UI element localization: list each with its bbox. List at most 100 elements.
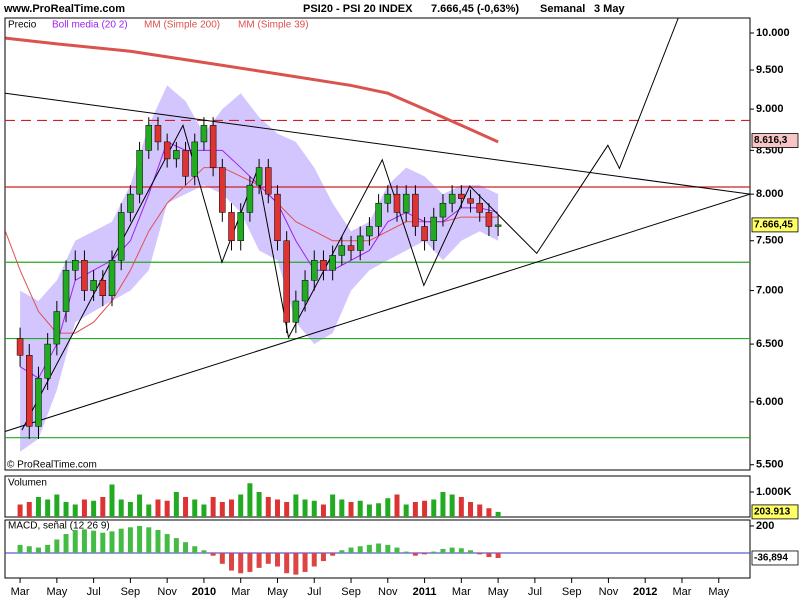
y-tick-label: 9.000 bbox=[756, 103, 784, 115]
macd-bar bbox=[449, 547, 455, 553]
volume-bar bbox=[109, 484, 115, 517]
price-box bbox=[751, 217, 799, 233]
y-tick-label: 6.500 bbox=[756, 338, 784, 350]
candle-body bbox=[255, 167, 263, 186]
macd-bar bbox=[440, 548, 446, 553]
candle-body bbox=[494, 224, 502, 227]
macd-bar bbox=[173, 538, 179, 553]
candle-body bbox=[163, 141, 171, 160]
volume-bar bbox=[238, 494, 244, 517]
candle-body bbox=[209, 125, 217, 168]
macd-bar bbox=[81, 529, 87, 553]
volume-bar bbox=[118, 499, 124, 517]
candle-body bbox=[292, 300, 300, 323]
x-tick-label: Jul bbox=[307, 586, 321, 598]
volume-bar bbox=[440, 492, 446, 517]
x-tick-label: Sep bbox=[341, 586, 361, 598]
macd-bar bbox=[366, 544, 372, 553]
volume-bar bbox=[422, 500, 428, 517]
volume-bar bbox=[201, 504, 207, 517]
candle-body bbox=[182, 150, 189, 177]
macd-bar bbox=[219, 552, 225, 564]
legend-ma39: MM (Simple 39) bbox=[238, 20, 309, 31]
macd-bar bbox=[45, 544, 51, 553]
x-tick-label: Mar bbox=[11, 586, 30, 598]
y-tick-label: 7.000 bbox=[756, 284, 784, 296]
x-tick-label: Jul bbox=[528, 586, 542, 598]
price-box-label: 8.616,3 bbox=[754, 135, 788, 146]
candle-body bbox=[99, 280, 107, 297]
x-tick-label: May bbox=[46, 586, 67, 598]
volume-bar bbox=[210, 497, 216, 517]
macd-bar bbox=[256, 552, 262, 568]
macd-bar bbox=[35, 547, 41, 553]
candle-body bbox=[237, 212, 244, 242]
volume-bar bbox=[247, 483, 253, 517]
macd-bar bbox=[146, 527, 152, 553]
macd-bar bbox=[302, 552, 308, 572]
volume-bar bbox=[394, 494, 400, 517]
x-tick-label: 2012 bbox=[633, 586, 657, 598]
candle-body bbox=[366, 226, 373, 237]
volume-bar bbox=[293, 494, 299, 517]
x-tick-label: Jul bbox=[87, 586, 101, 598]
macd-bar bbox=[109, 531, 115, 553]
candle-body bbox=[467, 198, 474, 204]
macd-bar bbox=[183, 542, 189, 553]
volume-plot bbox=[17, 483, 501, 517]
candle-body bbox=[402, 193, 410, 213]
x-tick-label: Nov bbox=[157, 586, 177, 598]
trend-line bbox=[5, 193, 750, 432]
macd-bar bbox=[284, 552, 290, 574]
macd-bar bbox=[72, 530, 78, 553]
macd-bar bbox=[311, 552, 317, 567]
candle-body bbox=[439, 202, 447, 218]
candle-body bbox=[117, 212, 125, 261]
volume-title: Volumen bbox=[8, 478, 47, 489]
last-price: 7.666,45 (-0,63%) bbox=[431, 3, 519, 15]
volume-bar bbox=[330, 494, 336, 517]
candle-body bbox=[90, 280, 97, 291]
macd-bar bbox=[238, 552, 244, 574]
macd-bar bbox=[320, 552, 326, 562]
main-plot bbox=[5, 18, 750, 452]
volume-bar bbox=[357, 500, 363, 517]
macd-bar bbox=[26, 546, 32, 553]
y-tick-label: 10.000 bbox=[756, 27, 790, 39]
y-tick-label: 5.500 bbox=[756, 459, 784, 471]
candle-body bbox=[274, 193, 281, 242]
date: 3 May bbox=[594, 3, 625, 15]
macd-bar bbox=[486, 552, 492, 558]
macd-bar bbox=[192, 546, 198, 553]
volume-bar bbox=[229, 499, 235, 517]
candle-body bbox=[62, 269, 70, 312]
macd-bar bbox=[155, 530, 161, 553]
site: www.ProRealTime.com bbox=[3, 3, 125, 15]
x-tick-label: 2011 bbox=[413, 586, 437, 598]
x-tick-label: Mar bbox=[452, 586, 471, 598]
volume-bar bbox=[339, 499, 345, 517]
macd-bar bbox=[17, 544, 23, 553]
candle-body bbox=[347, 245, 355, 251]
candle-body bbox=[476, 202, 483, 213]
macd-bar bbox=[385, 544, 391, 553]
projection-line bbox=[21, 18, 679, 431]
legend-ma200: MM (Simple 200) bbox=[144, 20, 220, 31]
candle-body bbox=[384, 193, 392, 204]
volume-bar bbox=[91, 500, 97, 517]
volume-bar bbox=[54, 494, 60, 517]
macd-bar bbox=[330, 552, 336, 556]
candle-body bbox=[35, 377, 42, 427]
candle-body bbox=[44, 343, 51, 379]
candle-body bbox=[108, 260, 116, 297]
volume-bar bbox=[127, 502, 133, 517]
candle-body bbox=[136, 150, 143, 195]
candle-body bbox=[154, 125, 162, 143]
volume-bar bbox=[376, 503, 382, 517]
period: Semanal bbox=[540, 3, 585, 15]
candle-body bbox=[71, 260, 79, 271]
watermark: © ProRealTime.com bbox=[7, 460, 97, 471]
x-tick-label: May bbox=[267, 586, 288, 598]
legend-bollinger: Boll media (20 2) bbox=[52, 20, 128, 31]
